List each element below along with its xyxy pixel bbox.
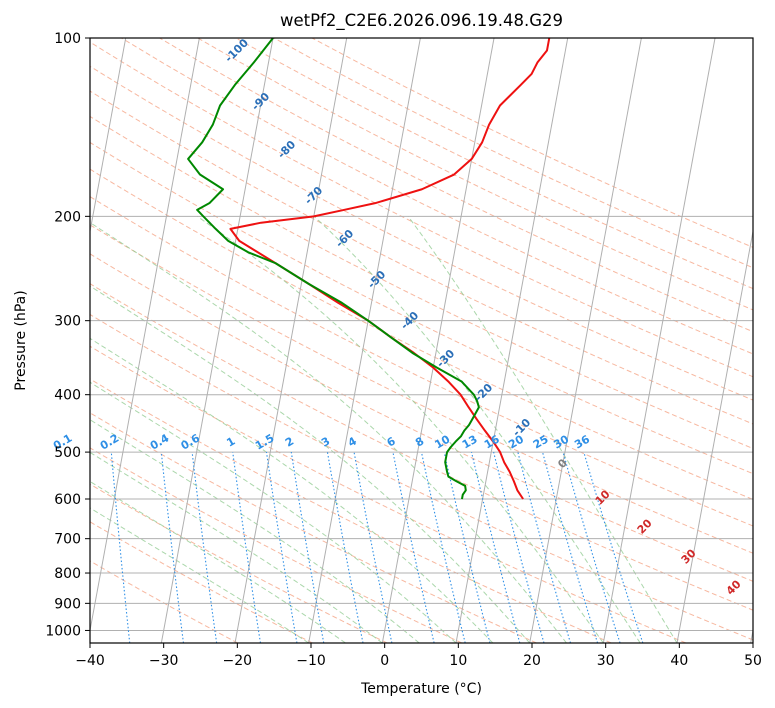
mixing-ratio-line	[542, 451, 599, 643]
axes: −40 −30 −20 −10 0 10 20 30 40 50 100 200 300 400 500 60…	[45, 31, 762, 669]
dry-adiabat	[90, 560, 238, 643]
mixing-ratio-line	[191, 452, 218, 643]
isotherm-line	[234, 38, 348, 643]
isotherm-line	[602, 38, 716, 643]
y-tick-label: 600	[54, 492, 81, 508]
x-tick-label: 20	[523, 653, 541, 669]
dry-adiabat	[90, 521, 313, 643]
x-tick-label: −40	[75, 653, 105, 669]
y-tick-label: 100	[54, 31, 81, 47]
moist-adiabat	[90, 381, 457, 643]
dry-adiabat	[90, 447, 463, 643]
x-tick-label: −20	[223, 653, 253, 669]
x-tick-label: 10	[449, 653, 467, 669]
isotherm-line	[90, 38, 200, 634]
x-tick-label: −30	[149, 653, 179, 669]
dry-adiabat	[159, 38, 753, 333]
dry-adiabat	[90, 283, 753, 611]
isotherm-line	[381, 38, 495, 643]
x-tick-label: 30	[597, 653, 615, 669]
dry-adiabat	[90, 253, 753, 582]
mixing-ratio-line	[583, 451, 644, 643]
isotherm-line	[308, 38, 421, 643]
y-tick-label: 700	[54, 532, 81, 548]
x-axis-title: Temperature (°C)	[360, 681, 482, 697]
isotherm-line	[90, 38, 127, 235]
series-layer	[187, 38, 551, 500]
y-axis-title: Pressure (hPa)	[13, 290, 29, 390]
moist-adiabat	[90, 419, 420, 643]
mixing-ratio-line	[443, 451, 491, 643]
dry-adiabat	[90, 345, 687, 643]
moist-adiabat	[90, 285, 531, 643]
x-tick-label: 40	[670, 653, 688, 669]
mixing-ratio-line	[232, 452, 262, 643]
isotherm-line	[676, 228, 753, 643]
isotherm-line	[160, 38, 274, 643]
moist-adiabat	[407, 216, 678, 643]
y-tick-label: 300	[54, 314, 81, 330]
dry-adiabat	[197, 38, 753, 311]
dry-adiabat	[90, 196, 753, 527]
dewpoint-profile	[187, 38, 480, 500]
dry-adiabat	[90, 41, 753, 378]
plot-frame	[89, 37, 754, 644]
dry-adiabat	[90, 168, 753, 500]
isotherm-line	[455, 38, 569, 643]
dry-adiabat	[90, 65, 753, 401]
mixing-ratio-line	[160, 452, 184, 643]
y-tick-label: 900	[54, 596, 81, 612]
grid-layer	[90, 38, 753, 643]
dry-adiabat	[90, 483, 388, 643]
dry-adiabat	[235, 38, 753, 290]
dry-adiabat	[90, 412, 537, 643]
y-tick-label: 1000	[45, 623, 81, 639]
mixing-ratio-line	[470, 451, 521, 643]
y-tick-label: 800	[54, 566, 81, 582]
moist-adiabat	[313, 215, 641, 643]
x-tick-label: −10	[296, 653, 326, 669]
mixing-ratio-line	[562, 451, 621, 643]
moist-adiabat	[90, 337, 494, 643]
x-tick-label: 0	[380, 653, 389, 669]
isotherm-line	[529, 38, 642, 643]
mixing-ratio-line	[493, 451, 545, 643]
chart-title: wetPf2_C2E6.2026.096.19.48.G29	[280, 11, 563, 31]
mixing-ratio-line	[110, 452, 131, 643]
dry-adiabat	[90, 224, 753, 554]
y-tick-label: 200	[54, 209, 81, 225]
dry-adiabat	[121, 38, 753, 355]
y-tick-label: 400	[54, 388, 81, 404]
y-tick-label: 500	[54, 445, 81, 461]
x-tick-label: 50	[744, 653, 762, 669]
dry-adiabat	[90, 378, 612, 643]
